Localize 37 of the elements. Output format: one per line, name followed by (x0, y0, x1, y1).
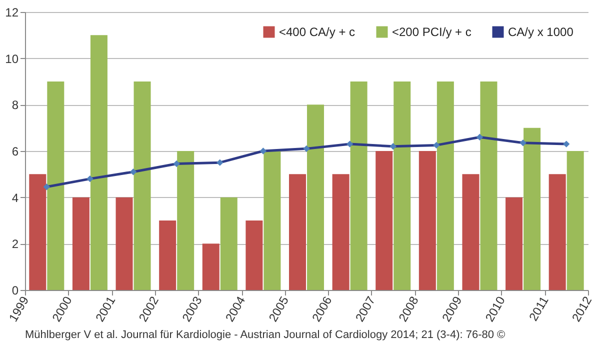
legend-label: CA/y x 1000 (508, 25, 574, 39)
legend-label: <200 PCI/y + c (392, 25, 472, 39)
bar (462, 174, 480, 290)
bar (72, 197, 90, 290)
bar (350, 82, 368, 290)
bar (332, 174, 350, 290)
bar (246, 220, 263, 290)
bar (436, 82, 454, 290)
bar (29, 174, 46, 290)
y-tick-label: 2 (12, 237, 19, 252)
bar (264, 151, 281, 290)
bar (566, 151, 584, 290)
bar (134, 82, 151, 290)
bar (47, 82, 64, 290)
bar (418, 151, 436, 290)
bar (506, 197, 523, 290)
bar (376, 151, 393, 290)
bar (548, 174, 566, 290)
legend-label: <400 CA/y + c (279, 25, 356, 39)
bar (307, 104, 324, 290)
y-tick-label: 4 (12, 190, 19, 205)
y-tick-label: 0 (12, 284, 19, 298)
y-tick-label: 10 (5, 52, 19, 66)
bar (480, 82, 498, 290)
bar (220, 197, 238, 290)
text: Mühlberger V et al. Journal für Kardiologie - Austrian Journal of Cardiology 2014; 21 (3-4): 76-80 © (25, 329, 506, 342)
bar (524, 128, 541, 290)
bar (116, 197, 133, 290)
bar (90, 35, 108, 290)
bar (177, 151, 194, 290)
bar (159, 220, 176, 290)
bar (289, 174, 306, 290)
y-tick-label: 12 (5, 6, 19, 20)
y-tick-label: 6 (12, 144, 19, 158)
bar (202, 244, 220, 290)
bar (394, 82, 411, 290)
y-tick-label: 8 (12, 98, 19, 112)
